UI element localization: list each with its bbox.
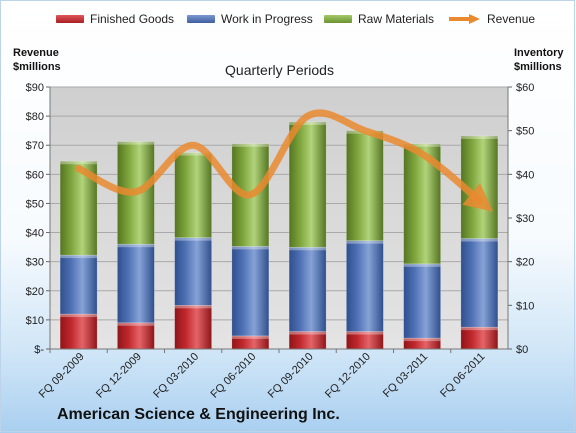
bar-wip-highlight-4	[231, 246, 269, 250]
x-axis-tick-label: FQ 09-2010	[266, 351, 316, 401]
bar-finished-highlight-3	[174, 305, 212, 309]
bar-finished-highlight-1	[60, 314, 98, 318]
bar-wip-2	[117, 243, 155, 324]
left-axis-tick-label: $-	[34, 344, 44, 356]
right-axis-tick-label: $40	[516, 169, 534, 181]
bar-finished-highlight-4	[231, 335, 269, 339]
x-axis-tick-label: FQ 03-2010	[151, 351, 201, 401]
bar-wip-highlight-5	[289, 247, 327, 251]
bar-finished-highlight-8	[460, 327, 498, 331]
bar-raw-highlight-3	[174, 152, 212, 156]
right-axis-tick-label: $50	[516, 126, 534, 138]
bar-raw-highlight-7	[403, 143, 441, 147]
left-axis-tick-label: $90	[26, 82, 44, 94]
legend-item-revenue: Revenue	[447, 12, 535, 26]
bar-finished-highlight-7	[403, 338, 441, 342]
right-axis-title: Inventory $millions	[514, 46, 564, 74]
bar-raw-highlight-5	[289, 121, 327, 125]
left-axis-tick-label: $80	[26, 111, 44, 123]
right-axis-tick-label: $0	[516, 344, 528, 356]
legend-label-work-in-progress: Work in Progress	[221, 12, 313, 26]
bar-raw-highlight-8	[460, 135, 498, 139]
bar-wip-highlight-7	[403, 263, 441, 267]
bar-finished-2	[117, 322, 155, 350]
legend-label-raw-materials: Raw Materials	[358, 12, 435, 26]
bar-wip-3	[174, 237, 212, 306]
left-axis-tick-label: $20	[26, 286, 44, 298]
legend-item-finished-goods: Finished Goods	[56, 12, 174, 26]
legend-label-revenue: Revenue	[487, 12, 536, 26]
bar-raw-5	[288, 121, 327, 248]
bar-raw-highlight-2	[117, 141, 155, 145]
left-axis-title: Revenue $millions	[13, 46, 61, 74]
revenue-line	[75, 109, 493, 212]
bar-wip-highlight-1	[60, 255, 98, 259]
bar-wip-7	[403, 263, 441, 339]
x-axis-tick-label: FQ 03-2011	[381, 351, 430, 400]
left-axis-tick-label: $30	[26, 257, 44, 269]
bar-wip-highlight-3	[174, 237, 212, 241]
bar-wip-8	[460, 238, 499, 328]
bar-raw-highlight-1	[60, 161, 98, 165]
bar-wip-highlight-2	[117, 244, 155, 248]
right-axis-tick-label: $30	[516, 213, 534, 225]
legend: Finished Goods Work in Progress Raw Mate…	[0, 12, 576, 34]
bar-wip-4	[231, 246, 270, 337]
bar-raw-highlight-4	[231, 143, 269, 147]
chart-subtitle: Quarterly Periods	[225, 62, 334, 78]
bar-wip-6	[346, 240, 384, 332]
legend-item-raw-materials: Raw Materials	[324, 12, 434, 26]
x-axis-tick-label: FQ 06-2011	[438, 351, 487, 400]
x-axis-tick-label: FQ 12-2010	[323, 351, 373, 401]
right-axis-title-line2: $millions	[514, 61, 562, 73]
right-axis-title-line1: Inventory	[514, 47, 564, 59]
bar-wip-1	[59, 254, 98, 315]
bar-finished-1	[59, 313, 98, 350]
left-axis-title-line2: $millions	[13, 61, 61, 73]
legend-item-work-in-progress: Work in Progress	[187, 12, 313, 26]
x-axis-tick-label: FQ 12-2009	[94, 351, 144, 401]
company-title: American Science & Engineering Inc.	[57, 406, 340, 423]
left-axis-title-line1: Revenue	[13, 47, 59, 59]
legend-swatch-finished-goods	[56, 15, 84, 23]
bar-wip-5	[288, 246, 327, 332]
bar-wip-highlight-8	[460, 238, 498, 242]
bar-raw-6	[346, 130, 384, 242]
bar-finished-highlight-6	[346, 331, 384, 335]
legend-arrow-icon	[449, 14, 480, 24]
right-axis-tick-label: $20	[516, 257, 534, 269]
legend-swatch-raw-materials	[324, 15, 352, 23]
left-axis-tick-label: $10	[26, 315, 44, 327]
right-axis-tick-label: $60	[516, 82, 534, 94]
x-axis-tick-label: FQ 06-2010	[209, 351, 259, 401]
left-axis-tick-label: $60	[26, 169, 44, 181]
bar-wip-highlight-6	[346, 240, 384, 244]
legend-swatch-work-in-progress	[187, 15, 215, 23]
legend-label-finished-goods: Finished Goods	[90, 12, 175, 26]
bar-raw-3	[174, 152, 212, 238]
left-axis-tick-label: $40	[26, 228, 44, 240]
left-axis-tick-label: $70	[26, 140, 44, 152]
bar-finished-8	[460, 326, 499, 350]
right-axis-tick-label: $10	[516, 300, 534, 312]
left-axis-tick-label: $50	[26, 198, 44, 210]
x-axis-tick-label: FQ 09-2009	[37, 351, 87, 401]
bar-finished-highlight-5	[289, 331, 327, 335]
bar-finished-highlight-2	[117, 322, 155, 326]
bar-finished-3	[174, 305, 212, 350]
